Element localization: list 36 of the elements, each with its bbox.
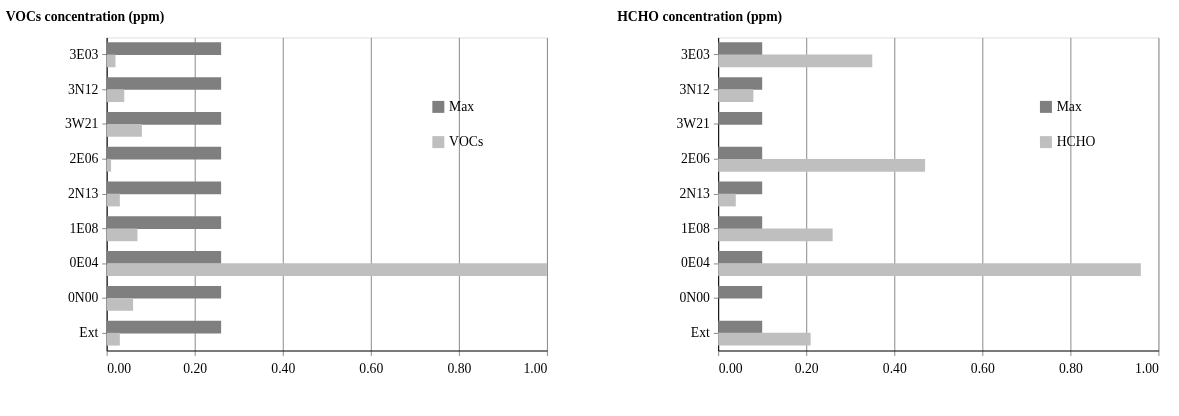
x-tick-label: 0.80 <box>447 360 472 376</box>
chart-title: HCHO concentration (ppm) <box>617 8 783 25</box>
legend-label: HCHO <box>1056 134 1096 150</box>
x-tick-label: 0.00 <box>107 360 132 376</box>
x-tick-label: 0.60 <box>970 360 995 376</box>
y-tick-label: 3W21 <box>676 116 710 132</box>
x-tick-label: 1.00 <box>1134 360 1160 376</box>
chart-title: VOCs concentration (ppm) <box>5 8 165 25</box>
y-tick-label: Ext <box>79 325 99 341</box>
x-tick-label: 0.00 <box>718 360 743 376</box>
legend-label: Max <box>1056 98 1082 114</box>
x-tick-label: 0.60 <box>359 360 384 376</box>
y-tick-label: 2E06 <box>680 151 710 167</box>
legend-label: Max <box>449 98 475 114</box>
x-tick-label: 0.40 <box>882 360 907 376</box>
y-tick-label: Ext <box>690 325 711 341</box>
y-tick-label: 3E03 <box>69 46 99 62</box>
y-tick-label: 3N12 <box>679 81 710 97</box>
x-tick-label: 0.20 <box>183 360 208 376</box>
x-tick-label: 0.20 <box>794 360 819 376</box>
y-tick-label: 3E03 <box>680 46 710 62</box>
x-tick-label: 0.80 <box>1058 360 1084 376</box>
y-tick-label: 0E04 <box>69 255 99 271</box>
x-tick-label: 0.40 <box>271 360 296 376</box>
y-tick-label: 0N00 <box>67 290 99 306</box>
y-tick-label: 3N12 <box>67 81 99 97</box>
y-tick-label: 1E08 <box>680 220 710 236</box>
legend-label: VOCs <box>449 134 484 150</box>
y-tick-label: 0E04 <box>680 255 710 271</box>
y-tick-label: 0N00 <box>679 290 710 306</box>
x-tick-label: 1.00 <box>523 360 548 376</box>
y-tick-label: 2N13 <box>67 185 99 201</box>
y-tick-label: 3W21 <box>64 116 99 132</box>
y-tick-label: 2N13 <box>679 185 710 201</box>
y-tick-label: 2E06 <box>69 151 99 167</box>
y-tick-label: 1E08 <box>69 220 99 236</box>
